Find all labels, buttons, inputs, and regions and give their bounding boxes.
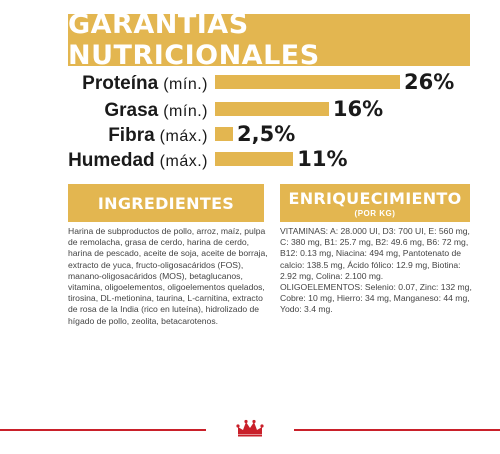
nutrient-value: 16% <box>332 97 384 121</box>
nutrient-value: 26% <box>404 70 455 94</box>
enrichment-header: ENRIQUECIMIENTO (POR KG) <box>280 184 470 222</box>
nutrient-name: Grasa <box>104 100 159 121</box>
nutrient-bar <box>215 127 233 141</box>
nutrient-name: Proteína <box>82 73 159 94</box>
nutrient-value: 2,5% <box>237 122 296 146</box>
nutrient-unit: (máx.) <box>159 128 208 145</box>
nutrient-row-protein: Proteína (mín.) 26% <box>0 70 500 96</box>
nutrient-row-fat: Grasa (mín.) 16% <box>0 97 500 123</box>
nutrient-name: Humedad <box>68 150 155 171</box>
nutrient-unit: (máx.) <box>159 153 208 170</box>
enrichment-subtitle: (POR KG) <box>354 208 396 218</box>
ingredients-text: Harina de subproductos de pollo, arroz, … <box>68 226 268 326</box>
nutrition-banner: GARANTÍAS NUTRICIONALES <box>68 9 470 71</box>
nutrient-unit: (mín.) <box>163 76 208 93</box>
nutrient-name: Fibra <box>108 125 155 146</box>
nutrient-unit: (mín.) <box>163 103 208 120</box>
nutrient-value: 11% <box>297 147 348 171</box>
enrichment-text: VITAMINAS: A: 28.000 UI, D3: 700 UI, E: … <box>280 226 475 316</box>
nutrient-bar <box>215 75 400 89</box>
crown-logo <box>206 417 294 439</box>
trace-elements-text: OLIGOELEMENTOS: Selenio: 0.07, Zinc: 132… <box>280 282 472 315</box>
ingredients-header: INGREDIENTES <box>68 184 264 222</box>
vitamins-text: VITAMINAS: A: 28.000 UI, D3: 700 UI, E: … <box>280 226 470 281</box>
page-title: GARANTÍAS NUTRICIONALES <box>68 9 320 71</box>
nutrient-row-fiber: Fibra (máx.) 2,5% <box>0 122 500 148</box>
nutrient-bar <box>215 152 294 166</box>
enrichment-title: ENRIQUECIMIENTO <box>288 188 462 208</box>
ingredients-title: INGREDIENTES <box>97 193 235 213</box>
nutrient-row-moisture: Humedad (máx.) 11% <box>0 147 500 173</box>
nutrient-bar <box>215 102 329 116</box>
